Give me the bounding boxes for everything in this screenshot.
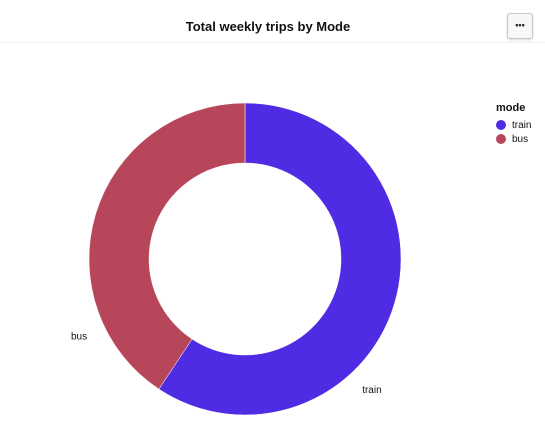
legend-label-train: train [512, 119, 532, 131]
slice-bus[interactable] [88, 102, 246, 390]
legend-swatch-bus [496, 134, 506, 144]
legend: mode train bus [496, 102, 531, 146]
slice-label-bus: bus [71, 331, 87, 342]
slice-train[interactable] [158, 102, 402, 416]
more-options-button[interactable]: ••• [507, 13, 533, 39]
chart-title: Total weekly trips by Mode [185, 19, 351, 34]
legend-item-train[interactable]: train [496, 118, 531, 132]
legend-swatch-train [496, 120, 506, 130]
chart-header: Total weekly trips by Mode ••• [0, 0, 545, 43]
legend-title: mode [496, 102, 526, 114]
legend-label-bus: bus [512, 133, 529, 145]
legend-item-bus[interactable]: bus [496, 132, 531, 146]
slice-label-train: train [362, 385, 381, 396]
